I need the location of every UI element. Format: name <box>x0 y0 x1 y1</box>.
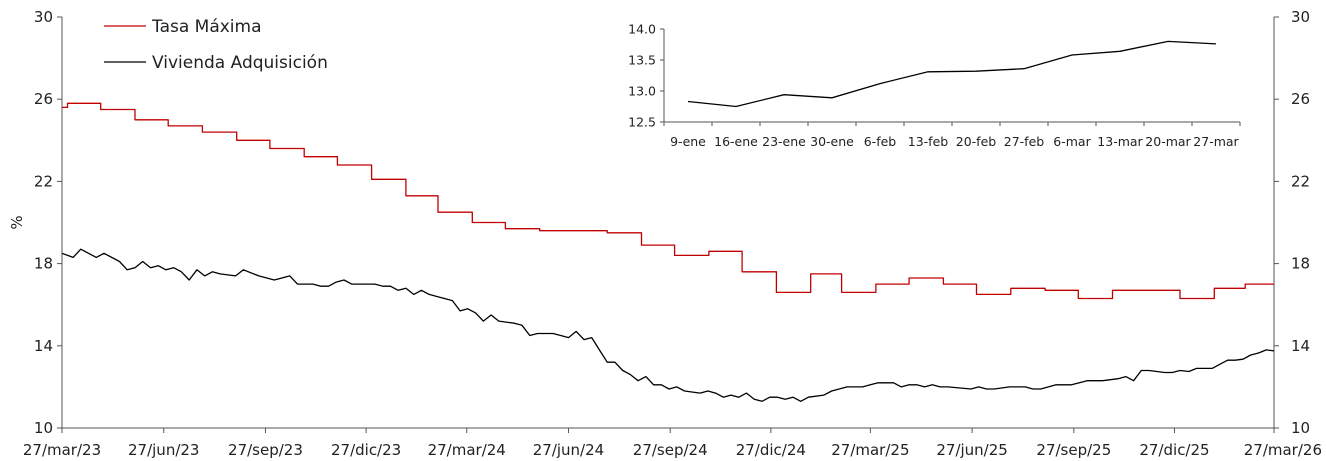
x-tick-label: 27/sep/25 <box>1036 441 1111 459</box>
x-tick-label: 27/mar/23 <box>23 441 101 459</box>
inset-x-tick-label: 6-feb <box>864 134 897 149</box>
inset-x-tick-label: 27-mar <box>1193 134 1239 149</box>
legend: Tasa Máxima Vivienda Adquisición <box>104 17 328 73</box>
y-tick-label-left: 26 <box>34 90 53 108</box>
inset-y-tick-label: 14.0 <box>628 22 656 37</box>
y-axis-label: % <box>8 215 26 229</box>
x-tick-label: 27/mar/24 <box>428 441 506 459</box>
x-tick-label: 27/dic/23 <box>331 441 401 459</box>
y-tick-label-right: 14 <box>1291 337 1310 355</box>
inset-y-tick-label: 13.5 <box>628 53 656 68</box>
x-tick-label: 27/sep/23 <box>228 441 303 459</box>
x-tick-label: 27/jun/23 <box>128 441 199 459</box>
y-tick-label-left: 18 <box>34 255 53 273</box>
inset-x-tick-label: 23-ene <box>762 134 806 149</box>
y-tick-label-left: 14 <box>34 337 53 355</box>
inset-x-tick-label: 20-mar <box>1145 134 1191 149</box>
inset-x-tick-label: 30-ene <box>810 134 854 149</box>
inset-x-tick-label: 13-feb <box>908 134 949 149</box>
inset-x-tick-label: 16-ene <box>714 134 758 149</box>
legend-label: Tasa Máxima <box>151 17 262 37</box>
inset-y-tick-label: 12.5 <box>628 115 656 130</box>
inset-x-tick-label: 20-feb <box>956 134 997 149</box>
y-tick-label-right: 26 <box>1291 90 1310 108</box>
x-tick-label: 27/jun/25 <box>936 441 1007 459</box>
inset-x-tick-label: 13-mar <box>1097 134 1143 149</box>
inset-chart: 12.5 13.0 13.5 14.0 9-ene 16-ene 23-ene 30-ene 6… <box>628 22 1241 149</box>
inset-x-tick-label: 27-feb <box>1004 134 1045 149</box>
x-tick-label: 27/dic/25 <box>1139 441 1209 459</box>
series-line-vivienda-adquisicion <box>61 248 1275 402</box>
x-tick-label: 27/sep/24 <box>633 441 708 459</box>
y-tick-label-right: 30 <box>1291 8 1310 26</box>
inset-series-line-vivienda-adquisicion <box>687 40 1217 108</box>
main-plot-area <box>61 102 1275 402</box>
y-tick-label-left: 10 <box>34 419 53 437</box>
y-tick-label-left: 30 <box>34 8 53 26</box>
inset-x-tick-label: 9-ene <box>670 134 706 149</box>
x-tick-label: 27/jun/24 <box>533 441 604 459</box>
y-tick-label-right: 22 <box>1291 172 1310 190</box>
main-axes: 10 14 18 22 26 30 10 14 18 22 26 30% 27/mar/23 27/jun… <box>8 8 1322 459</box>
inset-y-tick-label: 13.0 <box>628 84 656 99</box>
y-tick-label-right: 18 <box>1291 255 1310 273</box>
x-tick-label: 27/mar/25 <box>831 441 909 459</box>
x-tick-label: 27/dic/24 <box>736 441 806 459</box>
series-line-tasa-maxima <box>62 102 1274 300</box>
legend-label: Vivienda Adquisición <box>152 53 328 73</box>
y-tick-label-left: 22 <box>34 172 53 190</box>
y-tick-label-right: 10 <box>1291 419 1310 437</box>
x-tick-label: 27/mar/26 <box>1244 441 1322 459</box>
inset-x-tick-label: 6-mar <box>1053 134 1091 149</box>
